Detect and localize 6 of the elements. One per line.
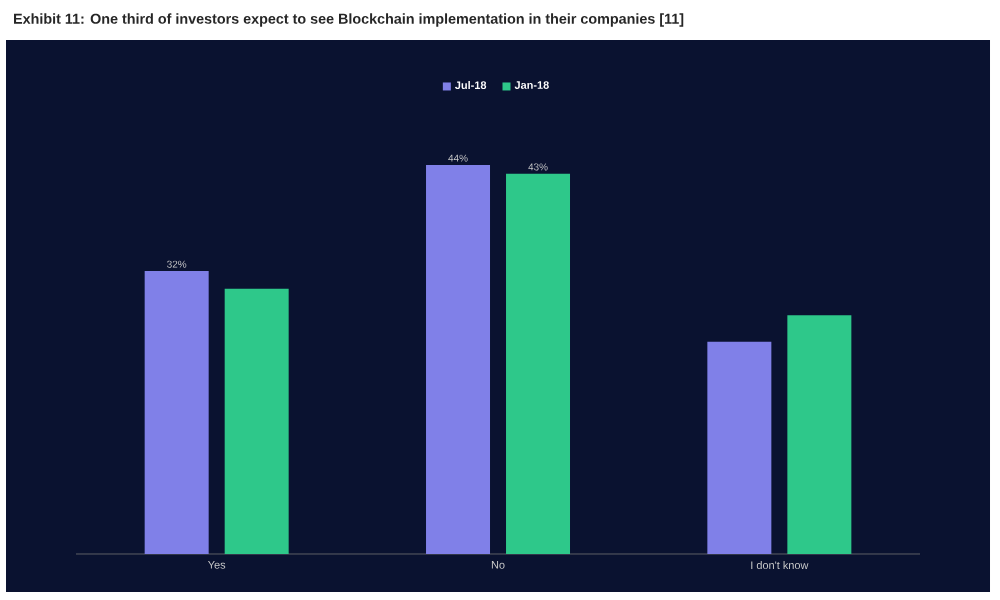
bar — [787, 315, 852, 554]
bar — [144, 271, 209, 554]
bar — [224, 288, 289, 554]
bar — [506, 173, 571, 554]
bar — [426, 165, 491, 554]
bar — [707, 341, 772, 554]
